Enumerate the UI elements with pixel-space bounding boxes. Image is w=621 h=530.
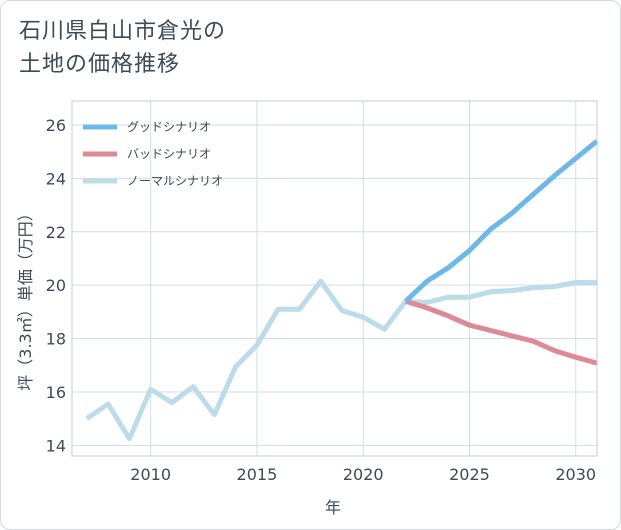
x-tick-label: 2025	[449, 465, 490, 484]
series-lines	[85, 139, 599, 442]
y-tick-label: 22	[46, 223, 66, 242]
title-line-1: 石川県白山市倉光の	[19, 19, 227, 44]
y-tick-label: 16	[46, 383, 66, 402]
y-tick-label: 24	[46, 169, 66, 188]
series-line-1	[404, 298, 598, 366]
x-tick-label: 2030	[555, 465, 596, 484]
x-tick-label: 2020	[343, 465, 384, 484]
page-title: 石川県白山市倉光の 土地の価格推移	[19, 15, 226, 81]
y-tick-label: 14	[46, 436, 66, 455]
legend-label: グッドシナリオ	[127, 120, 211, 134]
title-line-2: 土地の価格推移	[19, 52, 181, 77]
legend-label: ノーマルシナリオ	[127, 174, 223, 188]
series-line-0	[403, 139, 599, 304]
y-axis-title: 坪（3.3㎡）単価（万円）	[16, 205, 35, 390]
legend-label: バッドシナリオ	[127, 147, 211, 161]
axis-ticks: 2010 2015 2020 2025 2030 14 16 18 20 22 24 26	[46, 116, 596, 484]
plot-border	[71, 100, 598, 457]
grid-lines	[72, 101, 597, 456]
y-tick-label: 26	[46, 116, 66, 135]
x-tick-label: 2015	[237, 465, 278, 484]
y-tick-label: 20	[46, 276, 66, 295]
x-tick-label: 2010	[130, 465, 171, 484]
series-line-2	[85, 278, 597, 442]
y-tick-label: 18	[46, 330, 66, 349]
x-axis-title: 年	[325, 498, 341, 517]
